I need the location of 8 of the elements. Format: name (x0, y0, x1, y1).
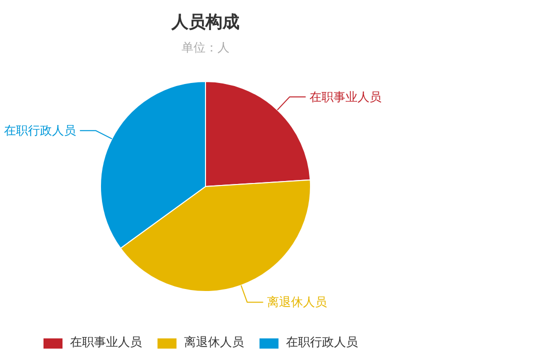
legend-label: 在职行政人员 (286, 334, 358, 351)
slice-label: 在职事业人员 (310, 90, 382, 104)
chart-title: 人员构成 (170, 12, 240, 32)
chart-subtitle: 单位：人 (182, 40, 230, 54)
legend-label: 在职事业人员 (70, 334, 142, 351)
legend-label: 离退休人员 (184, 334, 244, 351)
slice-label: 离退休人员 (267, 295, 328, 310)
slice-label: 在职行政人员 (4, 124, 76, 138)
